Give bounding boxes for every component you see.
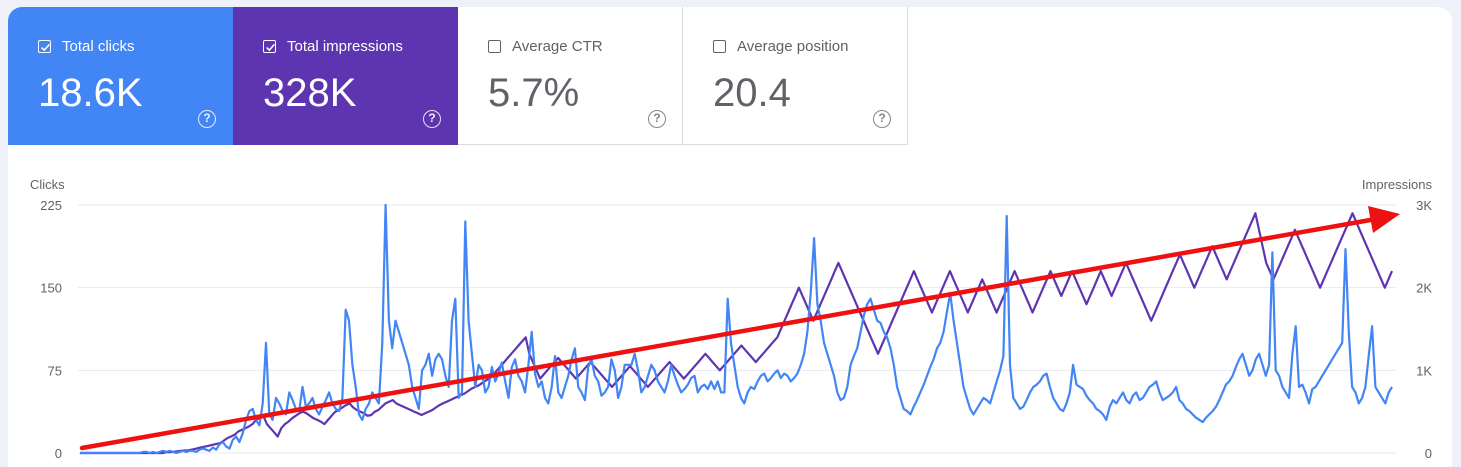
metric-label: Total impressions: [287, 38, 403, 55]
performance-card: Total clicks 18.6K ? Total impressions 3…: [8, 7, 1452, 467]
metric-value: 20.4: [713, 71, 791, 115]
chart-ticks: 0 0 75 1K 150 2K 225 3K: [40, 198, 1432, 461]
checkbox-average-position[interactable]: [713, 40, 726, 53]
series-line-total-impressions: [80, 212, 1394, 455]
metric-value: 5.7%: [488, 71, 580, 115]
help-icon[interactable]: ?: [648, 110, 666, 128]
help-icon[interactable]: ?: [423, 110, 441, 128]
y-axis-left-title: Clicks: [30, 177, 65, 192]
trend-arrow-shaft: [79, 216, 1379, 451]
metric-label: Total clicks: [62, 38, 135, 55]
metric-value: 328K: [263, 71, 357, 115]
help-icon[interactable]: ?: [873, 110, 891, 128]
y-right-tick-label: 1K: [1416, 363, 1432, 378]
y-right-tick-label: 0: [1425, 446, 1432, 461]
y-right-tick-label: 2K: [1416, 281, 1432, 296]
help-icon[interactable]: ?: [198, 110, 216, 128]
metric-value: 18.6K: [38, 71, 143, 115]
metric-label: Average position: [737, 38, 849, 55]
metric-average-position[interactable]: Average position 20.4 ?: [683, 7, 908, 145]
y-left-tick-label: 225: [40, 198, 62, 213]
trend-arrow-head: [1368, 206, 1400, 233]
chart-grid: [78, 204, 1396, 454]
performance-chart: Clicks Impressions 0 0 75 1K 150 2K 225 3K: [30, 177, 1433, 461]
checkbox-total-impressions[interactable]: [263, 40, 276, 53]
y-left-tick-label: 75: [48, 363, 62, 378]
metric-label: Average CTR: [512, 38, 603, 55]
metric-average-ctr[interactable]: Average CTR 5.7% ?: [458, 7, 683, 145]
metric-tabs: Total clicks 18.6K ? Total impressions 3…: [8, 7, 908, 145]
checkbox-total-clicks[interactable]: [38, 40, 51, 53]
checkbox-average-ctr[interactable]: [488, 40, 501, 53]
checkmark-icon: [41, 43, 50, 52]
trend-annotation: [79, 206, 1400, 451]
metric-total-impressions[interactable]: Total impressions 328K ?: [233, 7, 458, 145]
metric-total-clicks[interactable]: Total clicks 18.6K ?: [8, 7, 233, 145]
y-left-tick-label: 0: [55, 446, 62, 461]
y-right-tick-label: 3K: [1416, 198, 1432, 213]
y-left-tick-label: 150: [40, 281, 62, 296]
checkmark-icon: [266, 43, 275, 52]
y-axis-right-title: Impressions: [1362, 177, 1433, 192]
